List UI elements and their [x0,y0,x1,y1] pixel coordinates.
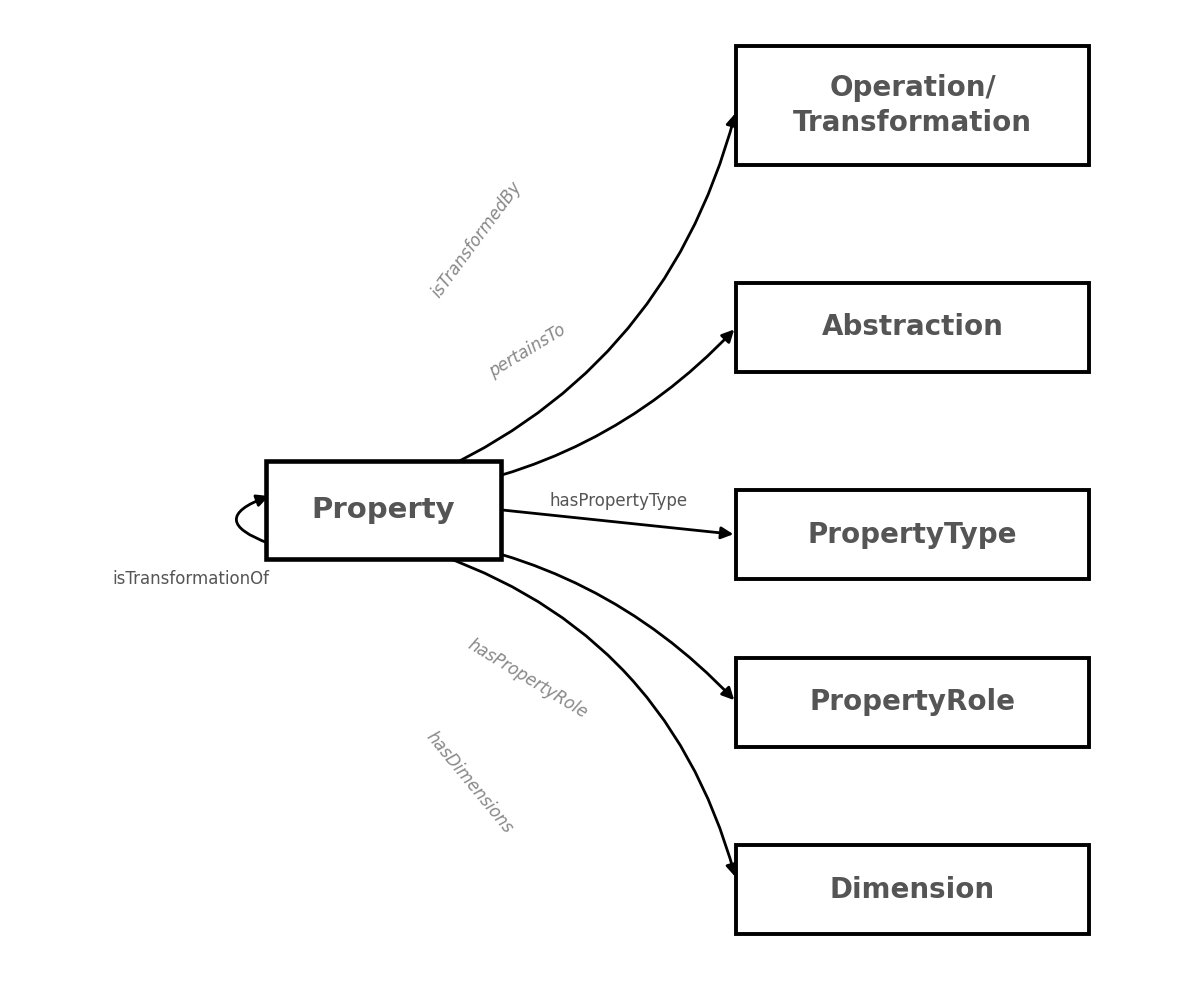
FancyArrowPatch shape [409,332,732,495]
FancyArrowPatch shape [409,535,732,698]
FancyArrowPatch shape [237,496,269,543]
Text: hasDimensions: hasDimensions [422,728,516,837]
Text: Property: Property [312,496,455,524]
FancyArrowPatch shape [409,116,737,484]
FancyBboxPatch shape [265,461,501,559]
FancyBboxPatch shape [737,658,1089,747]
FancyBboxPatch shape [737,490,1089,579]
FancyBboxPatch shape [737,283,1089,372]
Text: PropertyRole: PropertyRole [809,688,1015,716]
Text: hasPropertyRole: hasPropertyRole [464,636,590,722]
Text: Dimension: Dimension [829,876,995,904]
Text: isTransformationOf: isTransformationOf [113,570,270,588]
Text: pertainsTo: pertainsTo [486,320,569,381]
FancyBboxPatch shape [737,845,1089,934]
Text: isTransformedBy: isTransformedBy [428,178,526,301]
Text: PropertyType: PropertyType [808,521,1017,549]
Text: hasPropertyType: hasPropertyType [550,492,688,510]
Text: Abstraction: Abstraction [821,313,1003,341]
FancyArrowPatch shape [503,510,731,538]
FancyArrowPatch shape [409,545,737,874]
Text: Operation/
Transformation: Operation/ Transformation [793,74,1032,137]
FancyBboxPatch shape [737,46,1089,165]
